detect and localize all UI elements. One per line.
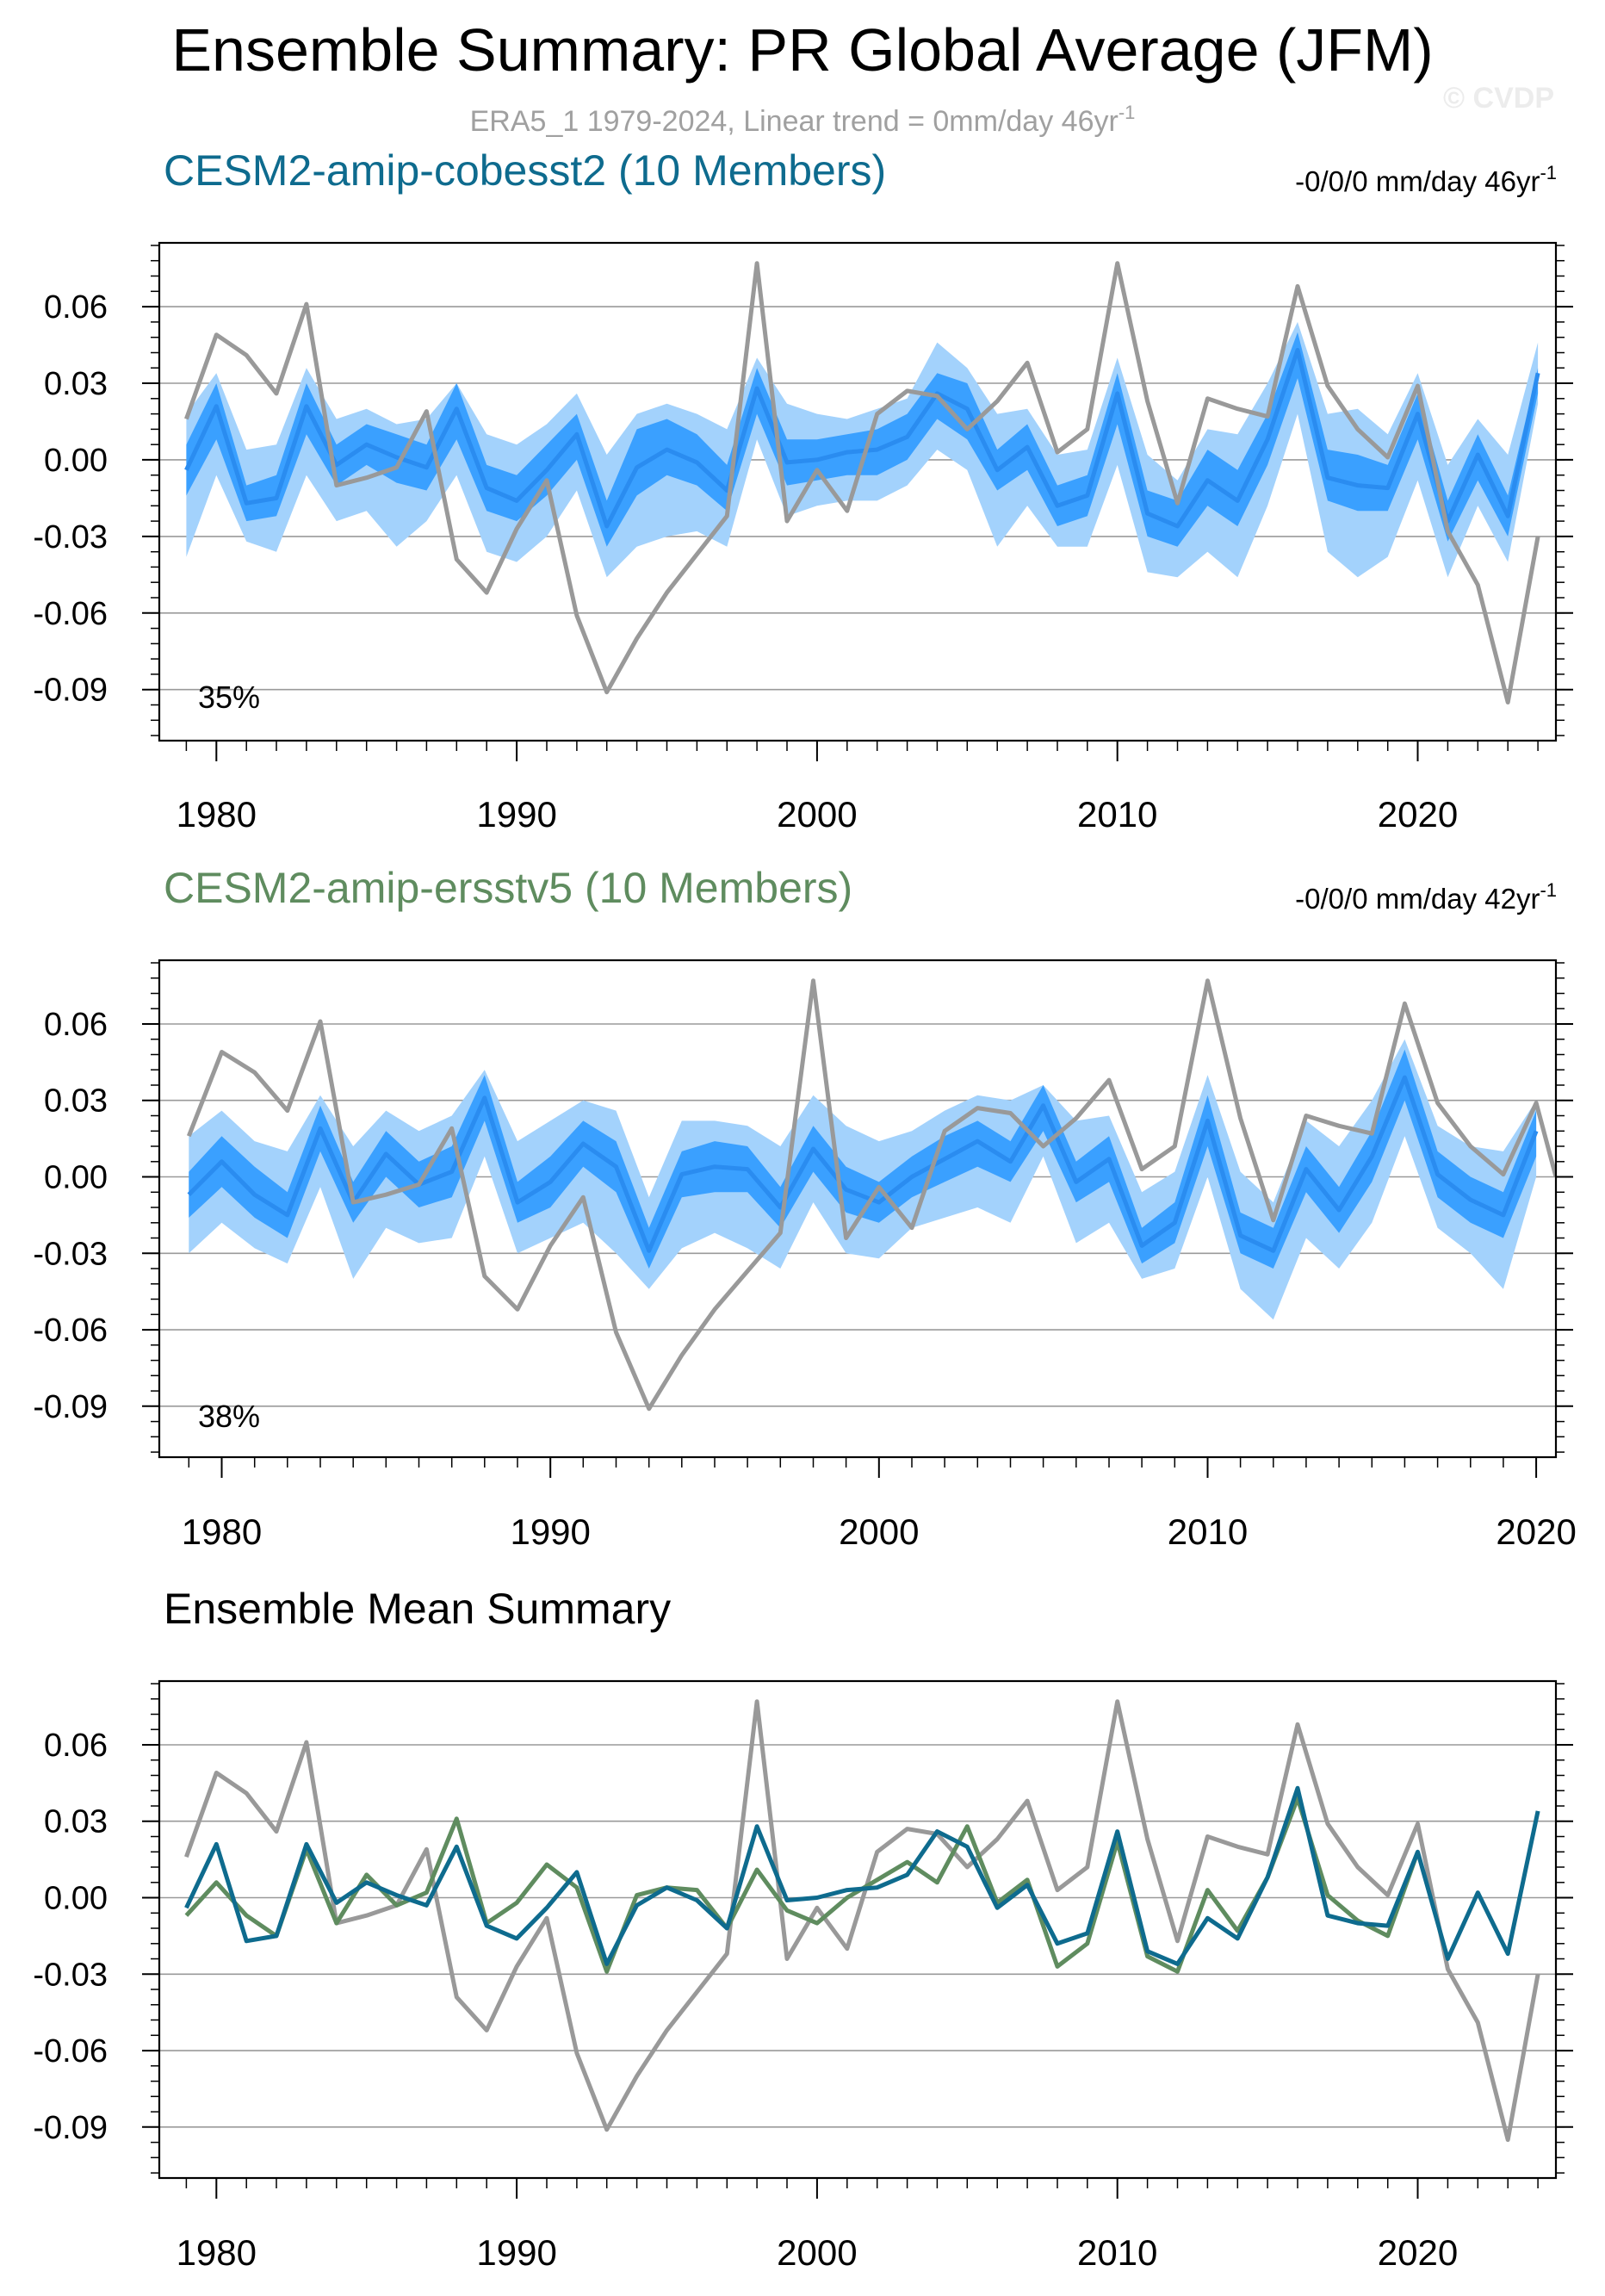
x-tick-label: 1990 [510,1511,590,1552]
panel-title: Ensemble Mean Summary [164,1585,671,1633]
y-tick-label: -0.09 [33,2110,108,2146]
y-tick-label: -0.03 [33,1957,108,1993]
panel-cobesst2: CESM2-amip-cobesst2 (10 Members) -0/0/0 … [33,146,1573,835]
panel-title: CESM2-amip-ersstv5 (10 Members) [164,864,852,912]
plot-area: 0.06 0.03 0.00 -0.03 -0.06 -0.09 1980 1990 2000 2… [33,241,1573,835]
ensemble-mean-line [187,1075,1539,1253]
y-tick-label: -0.06 [33,2033,108,2070]
trend-label-superscript: -1 [1540,879,1557,901]
x-tick-label: 1980 [182,1511,262,1552]
y-tick-label: 0.03 [44,366,108,402]
y-tick-label: -0.09 [33,1389,108,1425]
ensemble-mean-line [184,348,1540,529]
trend-label-superscript: -1 [1540,162,1557,183]
x-tick-label: 2020 [1496,1511,1576,1552]
y-tick-label: 0.00 [44,1160,108,1196]
plot-content [159,261,1556,704]
trend-label: -0/0/0 mm/day 46yr-1 [1295,162,1557,197]
obs-line [184,261,1540,704]
trend-label-main: -0/0/0 mm/day 46yr [1295,165,1540,197]
panel-title: CESM2-amip-cobesst2 (10 Members) [164,146,886,195]
y-tick-label: 0.06 [44,1007,108,1043]
x-tick-label: 2010 [1168,1511,1248,1552]
plot-content [159,978,1556,1412]
panel-ensemble-mean: Ensemble Mean Summary 0.06 0.03 0.00 -0.03 -… [33,1585,1573,2273]
trend-label-main: -0/0/0 mm/day 42yr [1295,883,1540,915]
figure-subtitle: ERA5_1 1979-2024, Linear trend = 0mm/day… [470,102,1136,138]
y-tick-label: 0.06 [44,289,108,326]
series-line [184,1699,1540,2143]
plot-frame [158,959,1558,1459]
x-tick-label: 1980 [177,2232,257,2273]
y-tick-label: 0.03 [44,1083,108,1120]
watermark: © CVDP [1443,82,1554,115]
x-tick-label: 1980 [177,794,257,835]
plot-frame [158,241,1558,742]
plot-frame [158,1679,1558,2180]
plot-content [159,1699,1556,2143]
trend-label: -0/0/0 mm/day 42yr-1 [1295,879,1557,915]
x-tick-label: 2010 [1077,794,1157,835]
x-tick-label: 2010 [1077,2232,1157,2273]
y-tick-label: -0.06 [33,596,108,632]
subtitle-main: ERA5_1 1979-2024, Linear trend = 0mm/day… [470,105,1119,138]
y-tick-label: -0.03 [33,1236,108,1272]
y-tick-label: 0.00 [44,1881,108,1917]
x-tick-label: 2020 [1378,794,1458,835]
y-tick-label: -0.06 [33,1312,108,1349]
series-line [184,1785,1540,1966]
plot-area: 0.06 0.03 0.00 -0.03 -0.06 -0.09 1980 1990 2000 2… [33,959,1577,1552]
x-tick-label: 1990 [476,2232,556,2273]
percent-label: 38% [198,1399,260,1434]
x-tick-label: 2000 [777,2232,857,2273]
subtitle-superscript: -1 [1119,102,1136,123]
x-tick-label: 1990 [476,794,556,835]
y-tick-label: 0.03 [44,1804,108,1840]
y-tick-label: 0.06 [44,1728,108,1764]
obs-line [186,978,1556,1412]
x-tick-label: 2020 [1378,2232,1458,2273]
x-tick-label: 2000 [777,794,857,835]
ensemble-inner-band [189,1049,1537,1269]
panel-ersstv5: CESM2-amip-ersstv5 (10 Members) -0/0/0 m… [33,864,1576,1552]
y-tick-label: -0.09 [33,673,108,709]
percent-label: 35% [198,679,260,715]
plot-area: 0.06 0.03 0.00 -0.03 -0.06 -0.09 1980 1990 2000 2… [33,1679,1573,2273]
y-tick-label: -0.03 [33,519,108,555]
y-tick-label: 0.00 [44,443,108,479]
series-line [184,1796,1420,1974]
x-tick-label: 2000 [839,1511,919,1552]
figure-title: Ensemble Summary: PR Global Average (JFM… [171,16,1433,84]
